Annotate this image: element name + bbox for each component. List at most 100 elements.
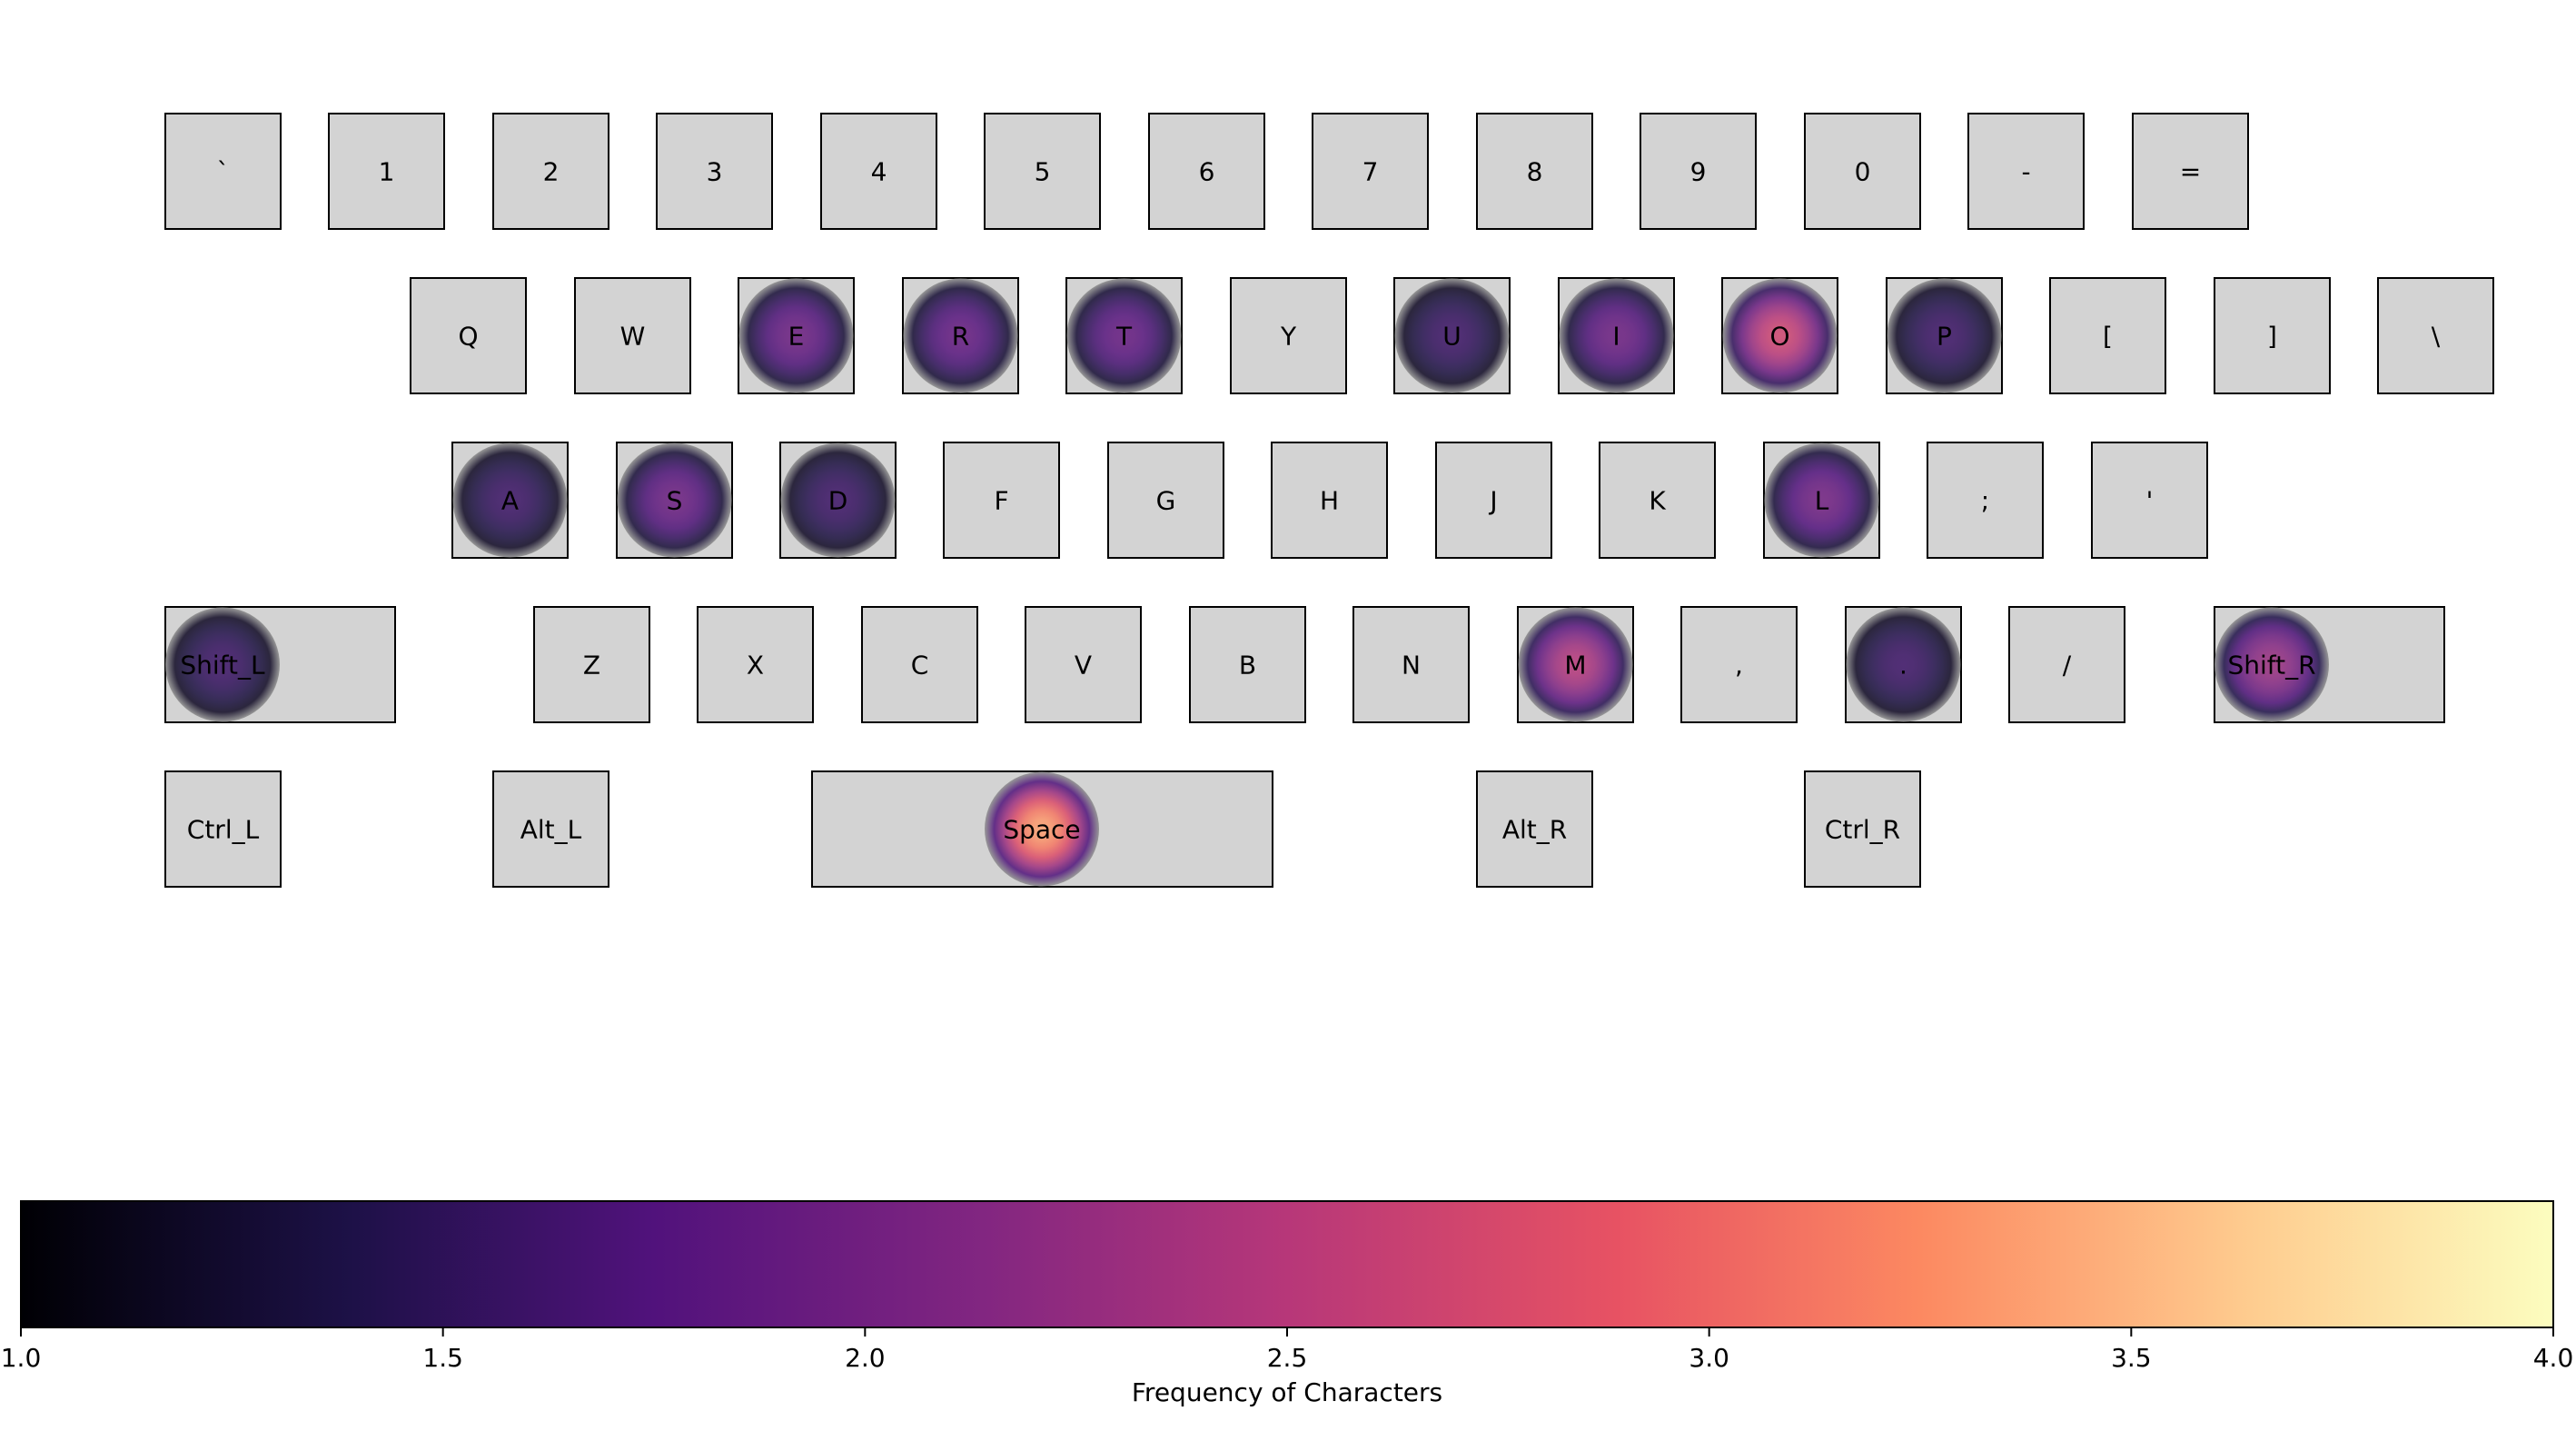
key-label-f: F [994,486,1008,516]
key-label-apostrophe: ' [2146,486,2154,516]
key-v [1025,606,1142,723]
colorbar-tick-label: 4.0 [2533,1343,2574,1373]
colorbar-gradient [20,1200,2554,1328]
key-label-k: K [1649,486,1666,516]
colorbar-tick-label: 2.5 [1267,1343,1308,1373]
key-label-shift-l: Shift_L [180,651,265,681]
key-alt-r [1476,770,1593,888]
key-label-equals: = [2180,157,2201,187]
heat-spot-i [1559,278,1674,393]
key-semicolon [1927,442,2044,559]
key-5 [984,113,1101,230]
heat-spot-l [1764,442,1879,558]
key-alt-l [492,770,609,888]
key-slash [2008,606,2125,723]
key-left-bracket [2049,277,2166,394]
key-apostrophe [2091,442,2208,559]
key-label-ctrl-l: Ctrl_L [187,815,260,845]
colorbar-tick-label: 1.5 [422,1343,463,1373]
heat-spot-u [1394,278,1510,393]
key-ctrl-r [1804,770,1921,888]
key-label-o: O [1769,322,1789,352]
key-label-7: 7 [1362,157,1379,187]
key-x [697,606,814,723]
key-label-y: Y [1280,322,1297,352]
key-label-l: L [1815,486,1829,516]
key-label-r: R [952,322,969,352]
heat-spot-r [903,278,1018,393]
key-label-2: 2 [543,157,560,187]
key-7 [1312,113,1429,230]
key-label-j: J [1488,486,1497,516]
key-label-q: Q [458,322,478,352]
key-label-w: W [620,322,646,352]
keyboard-layer: ` 1 2 3 4 5 6 7 8 9 0 - = Q W E R T Y U I O P [] \ A S D F G H J K L; ' Shi… [164,113,2494,888]
colorbar-ticks: 1.0 1.5 2.0 2.5 3.0 3.5 4.0 [1,1327,2574,1373]
heat-spot-space [985,771,1099,887]
colorbar-tick-label: 3.0 [1689,1343,1729,1373]
key-label-0: 0 [1855,157,1871,187]
key-backtick [164,113,282,230]
heat-spot-d [780,442,896,558]
heat-spot-m [1518,607,1633,722]
key-c [861,606,978,723]
key-label-4: 4 [871,157,887,187]
key-label-p: P [1937,322,1952,352]
key-g [1107,442,1224,559]
key-label-3: 3 [707,157,723,187]
key-label-alt-r: Alt_R [1502,815,1567,845]
key-label-n: N [1402,651,1421,681]
key-z [533,606,650,723]
key-q [410,277,527,394]
key-label-left-bracket: [ [2103,322,2113,352]
key-b [1189,606,1306,723]
key-label-g: G [1156,486,1176,516]
key-minus [1967,113,2085,230]
key-label-5: 5 [1035,157,1051,187]
key-y [1230,277,1347,394]
heat-spot-shift-r [2214,607,2329,722]
key-backslash [2377,277,2494,394]
heat-spot-s [617,442,732,558]
key-label-minus: - [2021,157,2030,187]
heat-spot-t [1066,278,1182,393]
key-label-ctrl-r: Ctrl_R [1825,815,1900,845]
key-j [1435,442,1552,559]
colorbar-tick-label: 3.5 [2111,1343,2152,1373]
key-label-d: D [828,486,848,516]
key-label-backslash: \ [2432,322,2441,352]
key-equals [2132,113,2249,230]
key-label-e: E [788,322,805,352]
key-label-slash: / [2063,651,2072,681]
key-label-9: 9 [1690,157,1707,187]
heat-spot-e [738,278,854,393]
key-0 [1804,113,1921,230]
key-label-m: M [1564,651,1586,681]
key-right-bracket [2214,277,2331,394]
colorbar-label: Frequency of Characters [1132,1377,1442,1407]
key-1 [328,113,445,230]
heat-spot-shift-l [165,607,280,722]
key-6 [1148,113,1265,230]
key-label-right-bracket: ] [2267,322,2277,352]
key-label-alt-l: Alt_L [520,815,582,845]
heat-spot-period [1846,607,1961,722]
colorbar: 1.0 1.5 2.0 2.5 3.0 3.5 4.0 Frequency of Chara… [1,1200,2574,1407]
key-comma [1680,606,1798,723]
key-n [1352,606,1470,723]
key-label-space: Space [1003,815,1080,845]
key-label-period: . [1899,651,1907,681]
key-label-6: 6 [1199,157,1215,187]
key-9 [1640,113,1757,230]
key-label-u: U [1442,322,1461,352]
key-3 [656,113,773,230]
key-label-comma: , [1735,651,1743,681]
key-label-z: Z [583,651,600,681]
key-label-s: S [667,486,683,516]
key-4 [820,113,937,230]
key-label-a: A [501,486,519,516]
key-w [574,277,691,394]
key-2 [492,113,609,230]
heat-spot-p [1887,278,2002,393]
